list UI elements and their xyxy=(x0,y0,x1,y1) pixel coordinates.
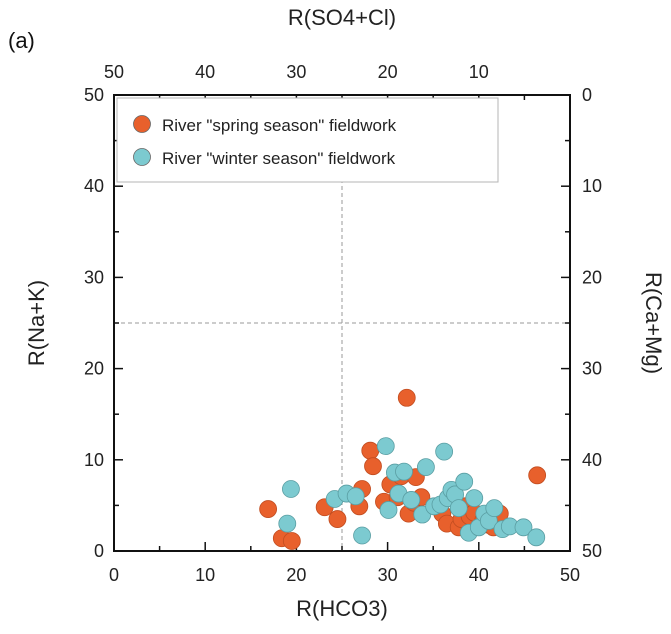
legend: River "spring season" fieldwork River "w… xyxy=(116,97,499,183)
right-axis-label: R(Ca+Mg) xyxy=(641,272,666,374)
y-tick-label: 50 xyxy=(84,85,104,105)
winter-point xyxy=(376,437,395,456)
x-tick-label: 20 xyxy=(286,565,306,585)
right-tick-label: 50 xyxy=(582,541,602,561)
winter-point xyxy=(435,442,454,461)
reference-lines xyxy=(114,95,570,551)
winter-point xyxy=(278,514,297,533)
winter-point xyxy=(282,480,300,498)
y-tick-label: 0 xyxy=(94,541,104,561)
y-axis-label: R(Na+K) xyxy=(24,280,49,366)
top-tick-label: 40 xyxy=(195,62,215,82)
winter-point xyxy=(485,499,504,518)
right-tick-label: 20 xyxy=(582,267,602,287)
legend-label-winter: River "winter season" fieldwork xyxy=(162,149,396,168)
spring-point xyxy=(282,532,301,550)
winter-point xyxy=(514,518,533,537)
x-tick-label: 0 xyxy=(109,565,119,585)
x-tick-label: 40 xyxy=(469,565,489,585)
top-tick-label: 50 xyxy=(104,62,124,82)
right-tick-label: 30 xyxy=(582,359,602,379)
panel-label: (a) xyxy=(8,28,35,53)
x-tick-label: 30 xyxy=(378,565,398,585)
winter-point xyxy=(455,472,474,491)
winter-point xyxy=(346,487,365,506)
winter-point xyxy=(417,458,435,476)
winter-point xyxy=(449,499,468,518)
top-axis-label: R(SO4+Cl) xyxy=(288,5,396,30)
x-tick-label: 50 xyxy=(560,565,580,585)
winter-point xyxy=(353,526,371,545)
right-tick-label: 10 xyxy=(582,176,602,196)
winter-point xyxy=(465,489,484,508)
legend-marker-spring xyxy=(133,115,151,133)
y-tick-label: 30 xyxy=(84,267,104,287)
winter-point xyxy=(379,501,398,519)
spring-point xyxy=(397,388,416,407)
spring-point xyxy=(364,457,382,476)
legend-label-spring: River "spring season" fieldwork xyxy=(162,116,397,135)
y-tick-label: 40 xyxy=(84,176,104,196)
legend-marker-winter xyxy=(133,148,151,166)
spring-point xyxy=(259,500,278,518)
spring-point xyxy=(528,466,547,485)
right-tick-label: 0 xyxy=(582,85,592,105)
top-tick-label: 10 xyxy=(469,62,489,82)
winter-point xyxy=(402,491,421,509)
spring-point xyxy=(361,441,380,460)
x-tick-label: 10 xyxy=(195,565,215,585)
top-tick-label: 20 xyxy=(378,62,398,82)
y-tick-label: 10 xyxy=(84,450,104,470)
y-tick-label: 20 xyxy=(84,359,104,379)
winter-point xyxy=(395,462,413,481)
top-tick-label: 30 xyxy=(286,62,306,82)
spring-point xyxy=(328,510,347,528)
x-axis-label: R(HCO3) xyxy=(296,596,388,621)
data-points xyxy=(259,388,547,550)
right-tick-label: 40 xyxy=(582,450,602,470)
winter-point xyxy=(527,528,546,547)
